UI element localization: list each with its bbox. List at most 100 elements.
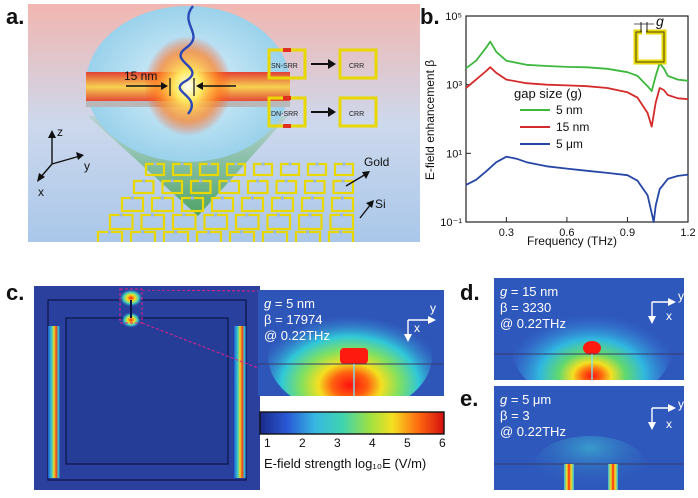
srr-gap (119, 213, 123, 217)
crr-box-1 (338, 48, 378, 80)
inset-c-axis-x: x (414, 321, 420, 335)
colorbar-tick-label: 1 (264, 436, 271, 450)
srr-gap (227, 179, 231, 183)
colorbar-tick-label: 6 (439, 436, 446, 450)
srr-gap (256, 179, 260, 183)
srr-gap (174, 230, 178, 234)
colorbar-tick-label: 3 (334, 436, 341, 450)
e-edge-right (608, 464, 618, 490)
legend: 5 nm 15 nm 5 μm (520, 103, 589, 151)
right-edge-field (234, 326, 246, 478)
x-tick-label: 0.3 (499, 227, 514, 239)
panel-label-d: d. (460, 280, 480, 305)
srr-gap (108, 230, 112, 234)
crr-label-2: CRR (349, 111, 364, 118)
series-line-5nm (465, 40, 689, 92)
x-axis-label: Frequency (THz) (527, 234, 617, 248)
d-hotspot-core (583, 341, 601, 355)
series-line-15nm (465, 66, 689, 128)
panel-c-zoom-inset (258, 290, 444, 396)
x-ticks: 0.3 0.6 0.9 1.2 (499, 217, 696, 239)
x-tick-label: 1.2 (680, 227, 695, 239)
srr-gap (306, 230, 310, 234)
crr-label-1: CRR (349, 63, 364, 70)
srr-gap (280, 196, 284, 200)
srr-gap (170, 179, 174, 183)
colorbar-tick-label: 5 (404, 436, 411, 450)
gap-hotspot-bottom (121, 312, 141, 328)
srr-gap (250, 196, 254, 200)
srr-gap (213, 213, 217, 217)
axis-y-label: y (84, 159, 90, 173)
inset-c-params: g = 5 nm β = 17974 @ 0.22THz (264, 296, 330, 343)
panel-e-params: g = 5 μm β = 3 @ 0.22THz (500, 392, 566, 439)
plot-frame (465, 15, 689, 223)
series-line-5μm (465, 155, 689, 223)
axis-x-label: x (38, 185, 44, 199)
panel-a-illustration: 15 nm SN-SRR CRR DN-SRR CRR z y x Gold S… (28, 4, 420, 242)
colorbar-tick-label: 2 (299, 436, 306, 450)
thz-wave (178, 5, 195, 115)
panel-e-axis-x: x (666, 417, 672, 431)
zoom-lines (141, 290, 259, 369)
legend-entry: 15 nm (556, 120, 589, 134)
inset-gap-label: g (656, 13, 664, 29)
srr-gap (261, 162, 265, 166)
colorbar-tick-label: 4 (369, 436, 376, 450)
left-edge-field (48, 326, 60, 478)
y-axis-label: E-field enhancement β (423, 60, 437, 180)
gap-label: 15 nm (124, 69, 157, 83)
srr-gap (153, 162, 157, 166)
srr-gap (340, 196, 344, 200)
dn-srr-label: DN-SRR (271, 111, 298, 118)
srr-gap (142, 179, 146, 183)
colorbar-ticks: 1 2 3 4 5 6 (258, 436, 448, 452)
x-tick-label: 0.6 (559, 227, 574, 239)
panel-label-b: b. (420, 4, 440, 29)
srr-gap (313, 179, 317, 183)
flow1-arrow (328, 59, 336, 69)
crr-box-2 (338, 96, 378, 128)
axis-z-label: z (57, 125, 63, 139)
panel-d-params: g = 15 nm β = 3230 @ 0.22THz (500, 284, 566, 331)
panel-label-e: e. (460, 386, 479, 411)
srr-gap (240, 230, 244, 234)
y-tick-label: 10³ (446, 80, 462, 92)
srr-gap (130, 196, 134, 200)
inset-resonator-icon (633, 22, 667, 65)
srr-gap (234, 162, 238, 166)
si-label: Si (375, 197, 386, 211)
zoom-box (119, 288, 143, 324)
inset-c-axis-y: y (430, 301, 436, 315)
srr-gap (207, 230, 211, 234)
zoom-hotspot-core (340, 348, 368, 364)
srr-gap (182, 213, 186, 217)
colorbar (259, 411, 445, 435)
srr-gap (310, 196, 314, 200)
legend-entry: 5 μm (556, 137, 583, 151)
srr-gap (342, 162, 346, 166)
gold-label: Gold (364, 155, 389, 169)
panel-c-field-map (34, 286, 260, 490)
srr-gap (308, 213, 312, 217)
srr-gap (190, 196, 194, 200)
srr-gap (141, 230, 145, 234)
gap-hotspot-top (119, 289, 143, 307)
srr-gap (199, 179, 203, 183)
srr-gap (339, 213, 343, 217)
srr-gap (220, 196, 224, 200)
panel-b-chart: 10⁻¹ 10¹ 10³ 10⁵ 0.3 0.6 0.9 1.2 Frequency (TH… (423, 11, 696, 248)
srr-gap (150, 213, 154, 217)
srr-gap (341, 179, 345, 183)
srr-gap (339, 230, 343, 234)
y-tick-label: 10⁵ (445, 11, 462, 23)
panel-d-field-map (494, 278, 684, 380)
e-edge-left (564, 464, 574, 490)
x-tick-label: 0.9 (620, 227, 635, 239)
legend-entry: 5 nm (556, 103, 583, 117)
legend-title: gap size (g) (514, 86, 582, 101)
srr-gap (207, 162, 211, 166)
srr-gap (180, 162, 184, 166)
sn-srr-label: SN-SRR (271, 63, 298, 70)
srr-gap (288, 162, 292, 166)
